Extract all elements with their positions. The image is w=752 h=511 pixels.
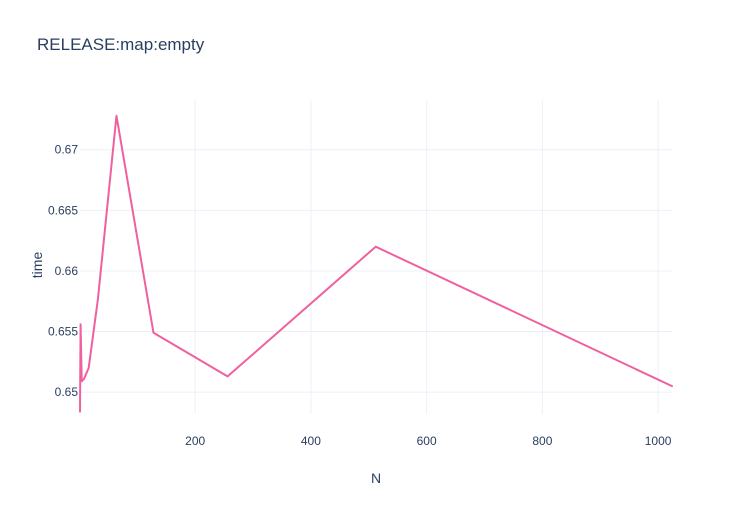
series-layer	[79, 114, 673, 413]
y-axis-title: time	[29, 252, 45, 279]
y-tick-label: 0.67	[55, 143, 79, 157]
chart-title: RELEASE:map:empty	[37, 35, 205, 54]
x-tick-label: 800	[532, 434, 552, 448]
x-tick-label: 400	[301, 434, 321, 448]
grid	[80, 100, 672, 414]
series-line	[79, 114, 673, 413]
y-tick-label: 0.66	[55, 264, 79, 278]
x-axis-title: N	[371, 470, 381, 486]
tick-labels: 200 400 600 800 1000 0.65 0.655 0.66 0.665 0.67	[48, 143, 672, 448]
x-tick-label: 200	[185, 434, 205, 448]
x-tick-label: 600	[417, 434, 437, 448]
y-tick-label: 0.655	[48, 325, 78, 339]
x-tick-label: 1000	[645, 434, 672, 448]
y-tick-label: 0.65	[55, 385, 79, 399]
y-tick-label: 0.665	[48, 203, 78, 217]
